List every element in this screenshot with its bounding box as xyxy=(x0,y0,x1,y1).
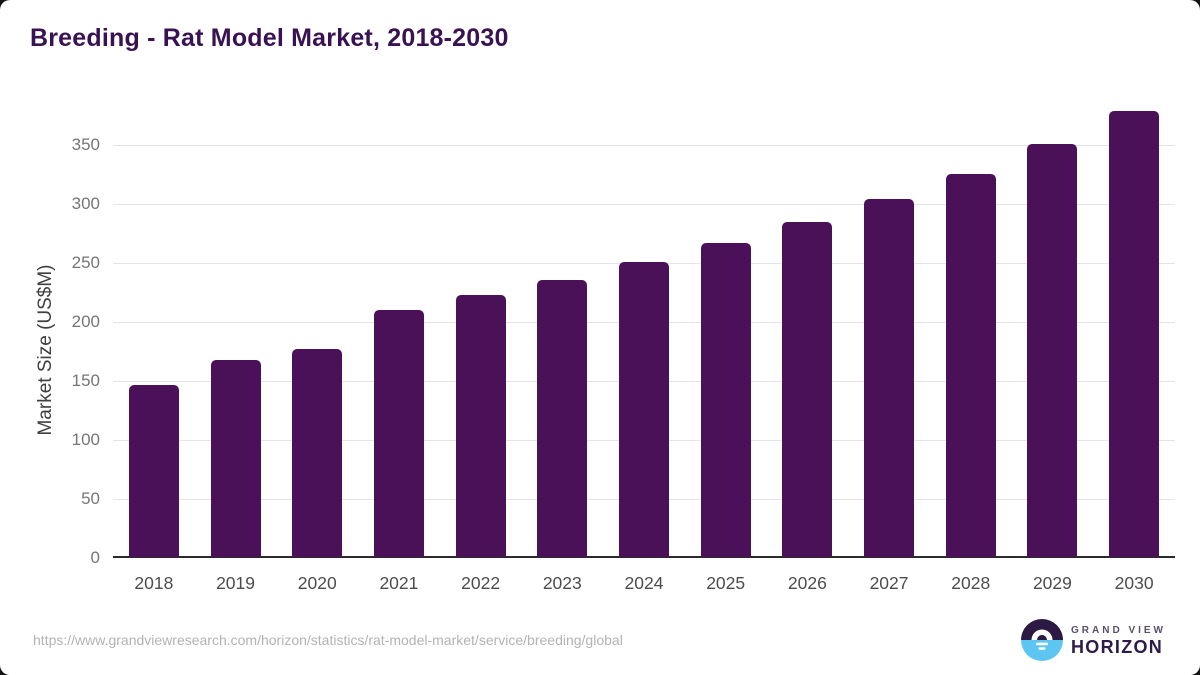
x-tick-label-2019: 2019 xyxy=(216,573,255,593)
bar-2030 xyxy=(1109,110,1160,557)
x-tick-label-2026: 2026 xyxy=(787,573,827,593)
bar-series xyxy=(113,108,1175,557)
bar-2025 xyxy=(700,243,751,557)
y-tick-label-50: 50 xyxy=(81,489,100,508)
y-tick-label-300: 300 xyxy=(71,194,100,213)
bar-2022 xyxy=(455,295,506,557)
x-tick-label-2023: 2023 xyxy=(542,573,582,593)
x-tick-label-2028: 2028 xyxy=(951,573,991,593)
x-tick-label-2027: 2027 xyxy=(869,573,909,593)
bar-2024 xyxy=(618,262,669,557)
logo-line-grand-view: GRAND VIEW xyxy=(1071,624,1166,636)
bar-2023 xyxy=(537,279,588,557)
x-tick-label-2024: 2024 xyxy=(624,573,664,593)
logo-wordmark: GRAND VIEW HORIZON xyxy=(1071,624,1166,657)
bar-2028 xyxy=(945,173,996,557)
gridline-300 xyxy=(113,203,1175,205)
brand-logo: GRAND VIEW HORIZON xyxy=(1020,618,1166,662)
y-tick-label-350: 350 xyxy=(71,135,100,154)
y-tick-label-250: 250 xyxy=(71,253,100,272)
y-tick-label-200: 200 xyxy=(71,312,100,331)
x-tick-label-2021: 2021 xyxy=(379,573,419,593)
x-tick-label-2030: 2030 xyxy=(1114,573,1154,593)
x-tick-label-2022: 2022 xyxy=(461,573,501,593)
x-tick-label-2020: 2020 xyxy=(297,573,337,593)
y-tick-label-150: 150 xyxy=(71,371,100,390)
chart-title: Breeding - Rat Model Market, 2018-2030 xyxy=(30,24,509,52)
logo-line-horizon: HORIZON xyxy=(1071,636,1164,657)
bar-2020 xyxy=(292,349,343,557)
plot-area xyxy=(113,108,1175,558)
x-tick-label-2029: 2029 xyxy=(1032,573,1072,593)
x-axis-line xyxy=(113,556,1175,558)
gridline-350 xyxy=(113,144,1175,146)
bar-2029 xyxy=(1027,144,1078,557)
bar-2027 xyxy=(864,199,915,557)
bar-2026 xyxy=(782,221,833,557)
x-tick-label-2018: 2018 xyxy=(134,573,174,593)
bar-2021 xyxy=(373,310,424,557)
y-axis-tick-labels: 0 50 100 150 200 250 300 350 xyxy=(0,108,100,567)
x-tick-label-2025: 2025 xyxy=(706,573,746,593)
x-axis-tick-labels: 2018 2019 2020 2021 2022 2023 2024 2025 2026 2027… xyxy=(113,566,1175,600)
y-tick-label-100: 100 xyxy=(71,430,100,449)
source-url: https://www.grandviewresearch.com/horizo… xyxy=(33,632,623,648)
y-tick-label-0: 0 xyxy=(90,548,100,567)
bar-2019 xyxy=(210,359,261,557)
bar-2018 xyxy=(128,384,179,557)
horizon-logo-icon xyxy=(1021,619,1063,661)
